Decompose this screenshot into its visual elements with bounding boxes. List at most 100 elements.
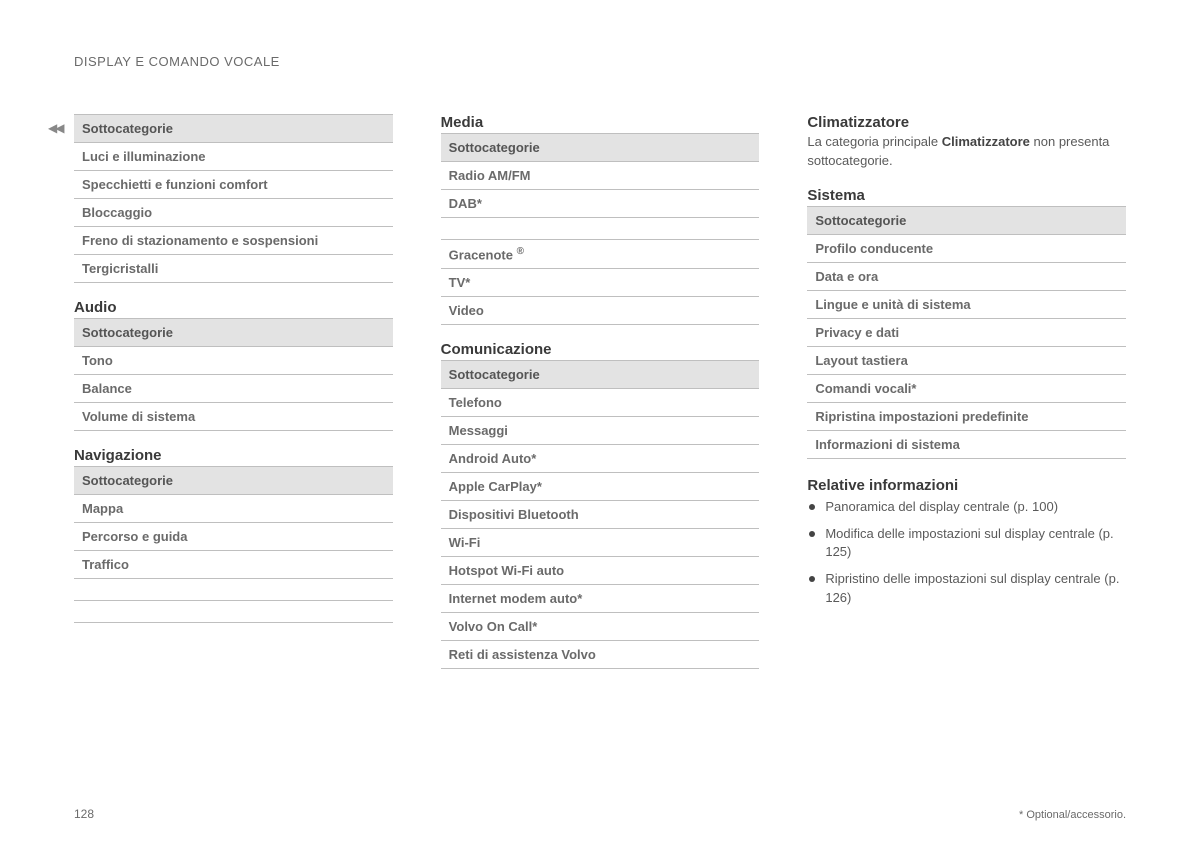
audio-table: Sottocategorie Tono Balance Volume di si… — [74, 318, 393, 431]
text-bold: Climatizzatore — [942, 134, 1030, 149]
cell: Ripristina impostazioni predefinite — [807, 402, 1126, 430]
cell: Reti di assistenza Volvo — [441, 641, 760, 669]
table-row: Bloccaggio — [74, 199, 393, 227]
table-row: Apple CarPlay* — [441, 473, 760, 501]
list-item: Panoramica del display centrale (p. 100) — [807, 498, 1126, 517]
table-row: Reti di assistenza Volvo — [441, 641, 760, 669]
comunicazione-table: Sottocategorie Telefono Messaggi Android… — [441, 360, 760, 669]
continuation-icon: ◀◀ — [48, 121, 62, 135]
subcat-header: Sottocategorie — [74, 115, 393, 143]
cell: Luci e illuminazione — [74, 143, 393, 171]
table-row: Specchietti e funzioni comfort — [74, 171, 393, 199]
cell: Lingue e unità di sistema — [807, 290, 1126, 318]
cell: TV* — [441, 269, 760, 297]
cell: Mappa — [74, 495, 393, 523]
subcat-header: Sottocategorie — [441, 134, 760, 162]
table-row: Sottocategorie — [807, 206, 1126, 234]
table-row: Lingue e unità di sistema — [807, 290, 1126, 318]
cell: Comandi vocali* — [807, 374, 1126, 402]
related-info-title: Relative informazioni — [807, 477, 1126, 494]
column-1: Sottocategorie Luci e illuminazione Spec… — [74, 114, 393, 669]
my-car-continuation-table: Sottocategorie Luci e illuminazione Spec… — [74, 114, 393, 283]
cell: Traffico — [74, 551, 393, 579]
cell: Video — [441, 297, 760, 325]
column-2: Media Sottocategorie Radio AM/FM DAB* Gr… — [441, 114, 760, 669]
cell: Messaggi — [441, 417, 760, 445]
list-item: Ripristino delle impostazioni sul displa… — [807, 570, 1126, 608]
cell: Bloccaggio — [74, 199, 393, 227]
audio-title: Audio — [74, 299, 393, 316]
table-row: Gracenote ® — [441, 240, 760, 269]
cell: Balance — [74, 375, 393, 403]
cell: Layout tastiera — [807, 346, 1126, 374]
table-row: Messaggi — [441, 417, 760, 445]
table-row: Internet modem auto* — [441, 585, 760, 613]
table-row: Dispositivi Bluetooth — [441, 501, 760, 529]
cell: Wi-Fi — [441, 529, 760, 557]
navigation-title: Navigazione — [74, 447, 393, 464]
cell: Informazioni di sistema — [807, 430, 1126, 458]
cell: Telefono — [441, 389, 760, 417]
table-row: Radio AM/FM — [441, 162, 760, 190]
subcat-header: Sottocategorie — [74, 467, 393, 495]
cell: Radio AM/FM — [441, 162, 760, 190]
table-row: Wi-Fi — [441, 529, 760, 557]
table-row: Telefono — [441, 389, 760, 417]
sistema-table: Sottocategorie Profilo conducente Data e… — [807, 206, 1126, 459]
empty-cell — [74, 579, 393, 601]
media-title: Media — [441, 114, 760, 131]
page-number: 128 — [74, 807, 94, 821]
table-row: Profilo conducente — [807, 234, 1126, 262]
sistema-title: Sistema — [807, 187, 1126, 204]
climatizzatore-body: La categoria principale Climatizzatore n… — [807, 133, 1126, 171]
table-row: Sottocategorie — [74, 467, 393, 495]
table-row: Balance — [74, 375, 393, 403]
registered-icon: ® — [517, 246, 524, 257]
subcat-header: Sottocategorie — [807, 206, 1126, 234]
table-row: Luci e illuminazione — [74, 143, 393, 171]
table-row: Layout tastiera — [807, 346, 1126, 374]
table-row: Sottocategorie — [74, 319, 393, 347]
table-row: Sottocategorie — [441, 134, 760, 162]
comunicazione-title: Comunicazione — [441, 341, 760, 358]
table-row — [441, 218, 760, 240]
table-row: Privacy e dati — [807, 318, 1126, 346]
content-columns: Sottocategorie Luci e illuminazione Spec… — [74, 114, 1126, 669]
table-row — [74, 601, 393, 623]
table-row — [74, 579, 393, 601]
cell: Freno di stazionamento e sospensioni — [74, 227, 393, 255]
table-row: Hotspot Wi-Fi auto — [441, 557, 760, 585]
cell: Data e ora — [807, 262, 1126, 290]
table-row: Sottocategorie — [74, 115, 393, 143]
cell: Hotspot Wi-Fi auto — [441, 557, 760, 585]
cell: DAB* — [441, 190, 760, 218]
list-item: Modifica delle impostazioni sul display … — [807, 525, 1126, 563]
cell: Privacy e dati — [807, 318, 1126, 346]
table-row: Informazioni di sistema — [807, 430, 1126, 458]
cell: Profilo conducente — [807, 234, 1126, 262]
table-row: Comandi vocali* — [807, 374, 1126, 402]
table-row: TV* — [441, 269, 760, 297]
running-header: DISPLAY E COMANDO VOCALE — [74, 54, 280, 69]
related-info-list: Panoramica del display centrale (p. 100)… — [807, 498, 1126, 608]
subcat-header: Sottocategorie — [441, 361, 760, 389]
footnote-optional: * Optional/accessorio. — [1019, 809, 1126, 821]
column-3: Climatizzatore La categoria principale C… — [807, 114, 1126, 669]
table-row: DAB* — [441, 190, 760, 218]
table-row: Volume di sistema — [74, 403, 393, 431]
table-row: Traffico — [74, 551, 393, 579]
cell: Specchietti e funzioni comfort — [74, 171, 393, 199]
empty-cell — [441, 218, 760, 240]
table-row: Tono — [74, 347, 393, 375]
cell: Dispositivi Bluetooth — [441, 501, 760, 529]
table-row: Mappa — [74, 495, 393, 523]
table-row: Android Auto* — [441, 445, 760, 473]
cell: Volvo On Call* — [441, 613, 760, 641]
table-row: Ripristina impostazioni predefinite — [807, 402, 1126, 430]
media-table: Sottocategorie Radio AM/FM DAB* Gracenot… — [441, 133, 760, 325]
cell: Tergicristalli — [74, 255, 393, 283]
empty-cell — [74, 601, 393, 623]
gracenote-cell: Gracenote ® — [441, 240, 760, 269]
cell: Volume di sistema — [74, 403, 393, 431]
cell: Internet modem auto* — [441, 585, 760, 613]
